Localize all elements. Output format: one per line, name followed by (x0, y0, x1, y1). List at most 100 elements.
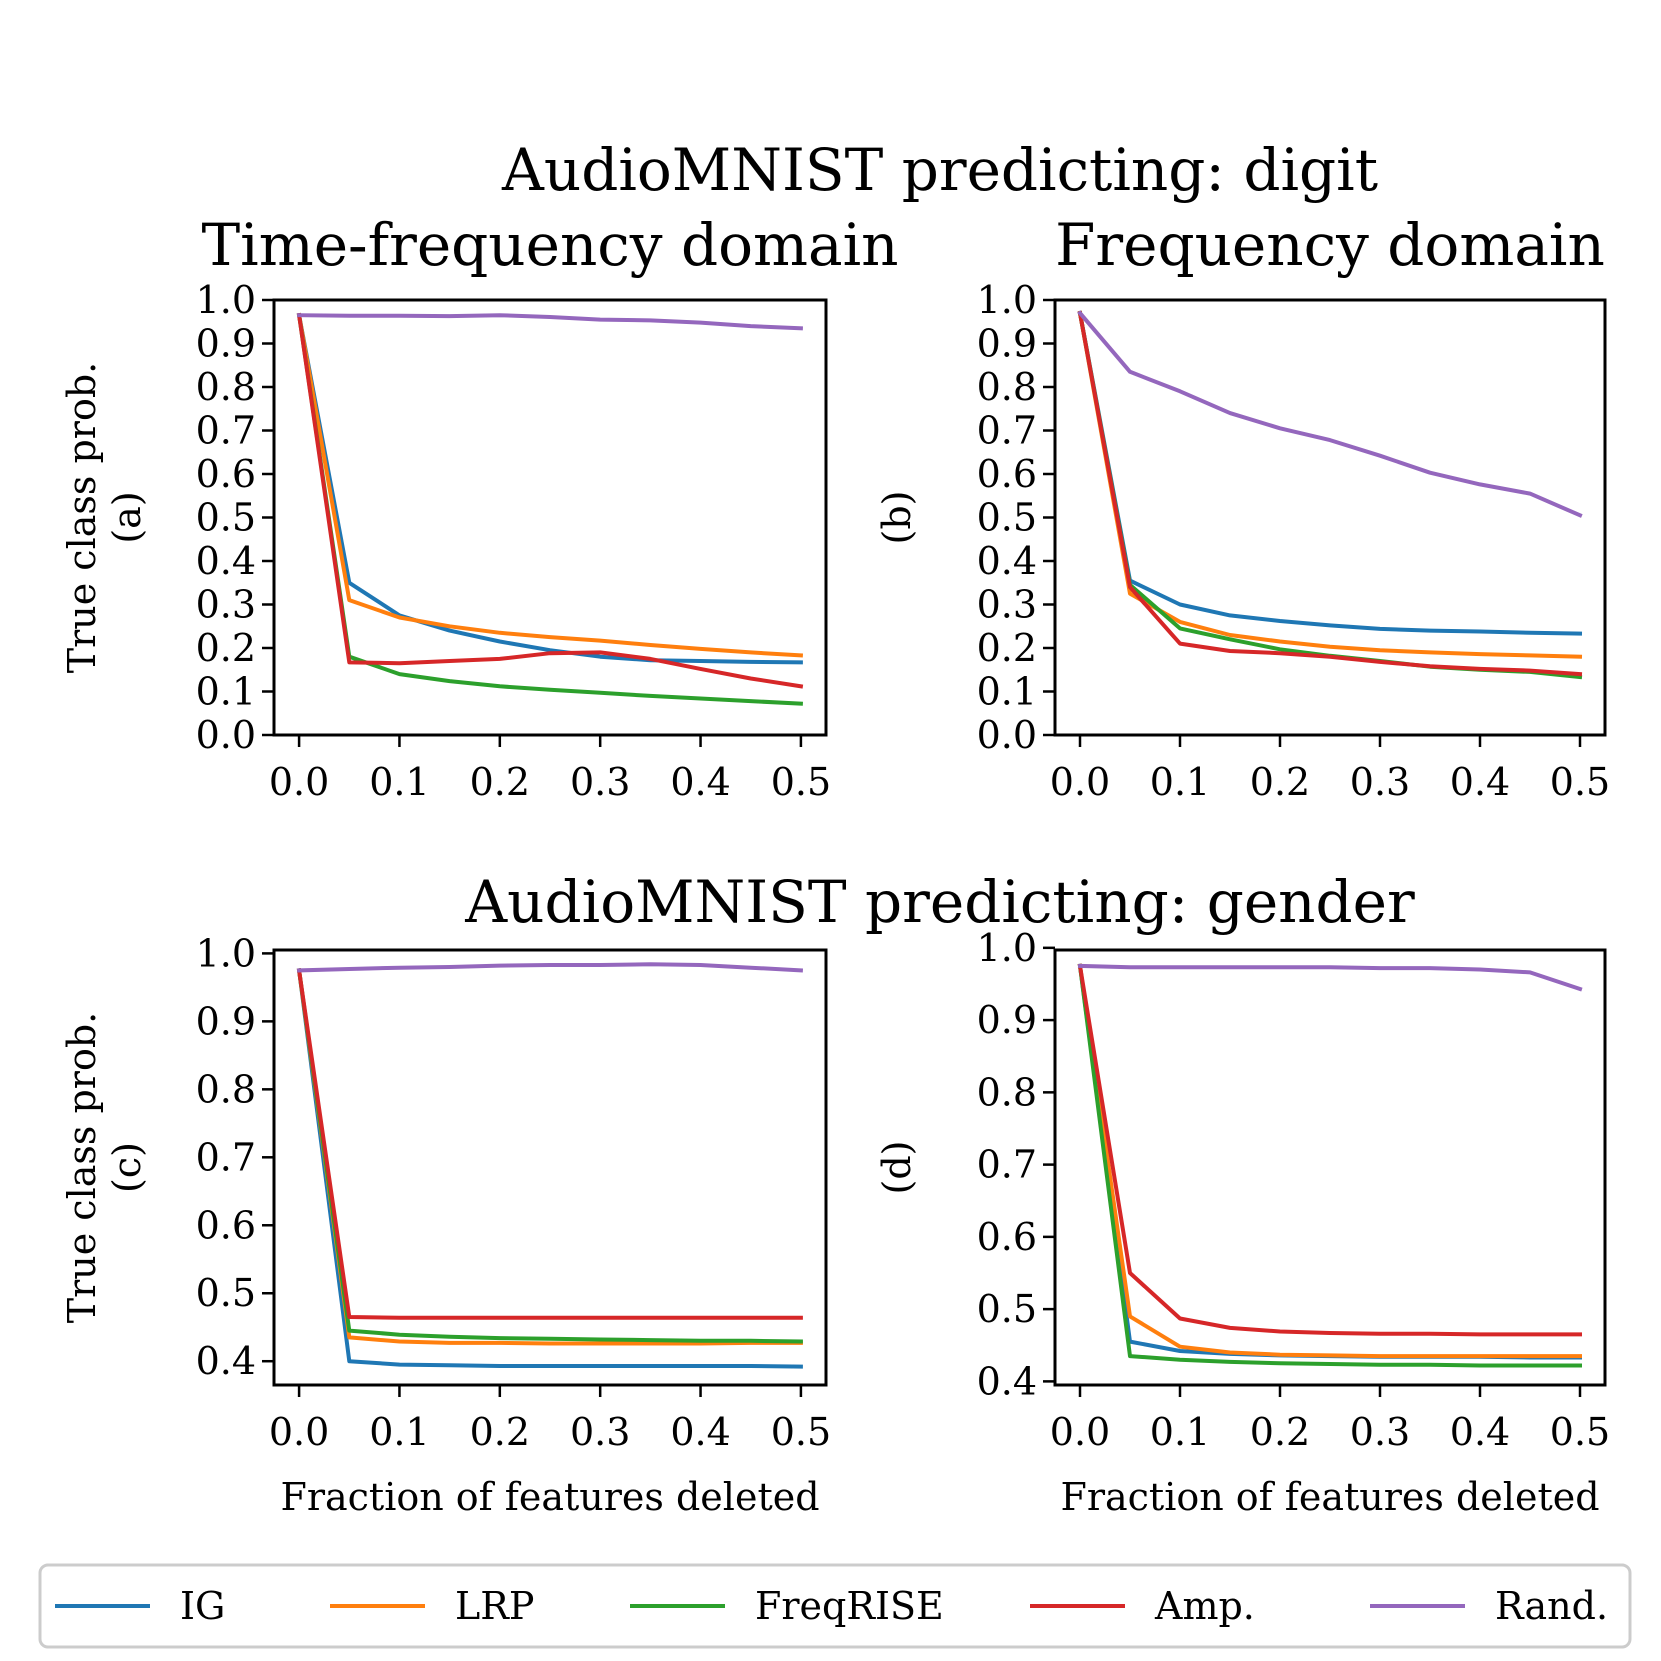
y-tick-label: 0.5 (196, 496, 256, 540)
y-tick-label: 0.2 (977, 626, 1037, 670)
legend-label: Rand. (1495, 1584, 1608, 1628)
series-line-lrp (296, 968, 803, 1346)
panel-title: Frequency domain (1055, 211, 1605, 279)
legend-frame (38, 1563, 1632, 1649)
y-tick-label: 0.4 (196, 539, 256, 583)
y-tick-label: 0.9 (196, 322, 256, 366)
series-line-ig (1077, 310, 1583, 636)
y-tick-label: 0.8 (196, 365, 256, 409)
legend-label: FreqRISE (755, 1584, 944, 1628)
x-tick-label: 0.3 (570, 1410, 630, 1454)
series-line-ig (296, 968, 803, 1369)
legend-item-freqrise: FreqRISE (630, 1584, 944, 1628)
y-tick-label: 0.8 (196, 1067, 256, 1111)
y-tick-label: 1.0 (977, 926, 1037, 970)
panel-title: Time-frequency domain (201, 211, 898, 279)
legend: IG LRP FreqRISE Amp. Rand. (38, 1563, 1632, 1649)
x-tick-label: 0.5 (1550, 760, 1610, 804)
x-tick-label: 0.0 (269, 1410, 329, 1454)
series-line-rand (1077, 310, 1583, 518)
x-tick-label: 0.1 (369, 1410, 429, 1454)
legend-label: Amp. (1154, 1584, 1255, 1628)
y-tick-label: 0.1 (196, 670, 256, 714)
series-line-ig (296, 312, 803, 665)
series-line-rand (1077, 963, 1583, 992)
series-line-lrp (296, 312, 804, 658)
axes-frame (1053, 948, 1607, 1387)
x-tick-label: 0.5 (771, 760, 831, 804)
y-tick-label: 0.6 (977, 452, 1037, 496)
y-tick-label: 0.6 (196, 452, 256, 496)
y-tick-label: 0.3 (977, 583, 1037, 627)
series-line-amp (1077, 963, 1582, 1337)
panel-c: 0.0 0.1 0.2 0.3 0.4 0.5 0.4 0.5 0.6 0.7 0.8 0.9 1.0 T… (60, 931, 831, 1519)
y-tick-label: 0.6 (977, 1215, 1037, 1259)
x-tick-label: 0.3 (1350, 1410, 1410, 1454)
x-tick-label: 0.1 (1150, 1410, 1210, 1454)
x-tick-label: 0.0 (1050, 760, 1110, 804)
series-line-amp (296, 312, 804, 689)
y-axis-label: (c) (105, 1142, 149, 1193)
x-tick-label: 0.4 (670, 1410, 730, 1454)
y-tick-label: 0.7 (977, 409, 1037, 453)
y-tick-label: 0.3 (196, 583, 256, 627)
x-tick-label: 0.5 (1550, 1410, 1610, 1454)
x-tick-label: 0.2 (1250, 1410, 1310, 1454)
y-axis-label: True class prob. (60, 1012, 104, 1324)
legend-item-lrp: LRP (330, 1584, 534, 1628)
y-tick-label: 0.5 (977, 496, 1037, 540)
axes-frame (272, 948, 828, 1387)
panel-d: 0.0 0.1 0.2 0.3 0.4 0.5 0.4 0.5 0.6 0.7 0.8 0.9 1.0 (… (875, 926, 1610, 1519)
x-tick-label: 0.3 (1350, 760, 1410, 804)
y-axis-label: True class prob. (60, 362, 104, 674)
legend-label: IG (180, 1584, 225, 1628)
series-line-amp (1077, 310, 1583, 677)
y-tick-label: 1.0 (196, 931, 256, 975)
y-tick-label: 0.4 (196, 1339, 256, 1383)
y-tick-label: 1.0 (196, 278, 256, 322)
legend-label: LRP (455, 1584, 534, 1628)
x-tick-label: 0.0 (1050, 1410, 1110, 1454)
x-tick-label: 0.2 (470, 1410, 530, 1454)
x-tick-label: 0.2 (1250, 760, 1310, 804)
series-line-rand (297, 962, 804, 973)
y-tick-label: 0.5 (196, 1271, 256, 1315)
y-tick-label: 0.5 (977, 1287, 1037, 1331)
x-tick-label: 0.4 (1450, 760, 1510, 804)
y-tick-label: 0.4 (977, 1359, 1037, 1403)
x-tick-label: 0.4 (670, 760, 730, 804)
y-tick-label: 0.0 (196, 713, 256, 757)
y-tick-label: 0.4 (977, 539, 1037, 583)
y-tick-label: 0.0 (977, 713, 1037, 757)
y-tick-label: 1.0 (977, 278, 1037, 322)
y-tick-label: 0.9 (977, 998, 1037, 1042)
row-title-digit: AudioMNIST predicting: digit (501, 136, 1378, 204)
y-tick-label: 0.8 (977, 1070, 1037, 1114)
legend-item-rand: Rand. (1370, 1584, 1608, 1628)
x-tick-label: 0.3 (570, 760, 630, 804)
y-tick-label: 0.9 (977, 322, 1037, 366)
series-line-lrp (1077, 963, 1582, 1359)
x-tick-label: 0.0 (269, 760, 329, 804)
series-line-freqrise (296, 968, 803, 1344)
series-line-freqrise (1077, 963, 1582, 1368)
x-axis-label: Fraction of features deleted (1060, 1475, 1599, 1519)
legend-item-amp: Amp. (1030, 1584, 1255, 1628)
y-tick-label: 0.7 (196, 1135, 256, 1179)
series-line-freqrise (296, 312, 804, 706)
y-tick-label: 0.1 (977, 670, 1037, 714)
y-axis-label: (d) (875, 1141, 919, 1195)
x-tick-label: 0.1 (1150, 760, 1210, 804)
series-line-rand (297, 313, 803, 331)
y-tick-label: 0.7 (196, 409, 256, 453)
y-axis-label: (a) (105, 491, 149, 543)
legend-item-ig: IG (55, 1584, 225, 1628)
x-tick-label: 0.4 (1450, 1410, 1510, 1454)
y-tick-label: 0.8 (977, 365, 1037, 409)
y-tick-label: 0.7 (977, 1143, 1037, 1187)
y-axis-label: (b) (875, 491, 919, 545)
x-axis-label: Fraction of features deleted (280, 1475, 819, 1519)
